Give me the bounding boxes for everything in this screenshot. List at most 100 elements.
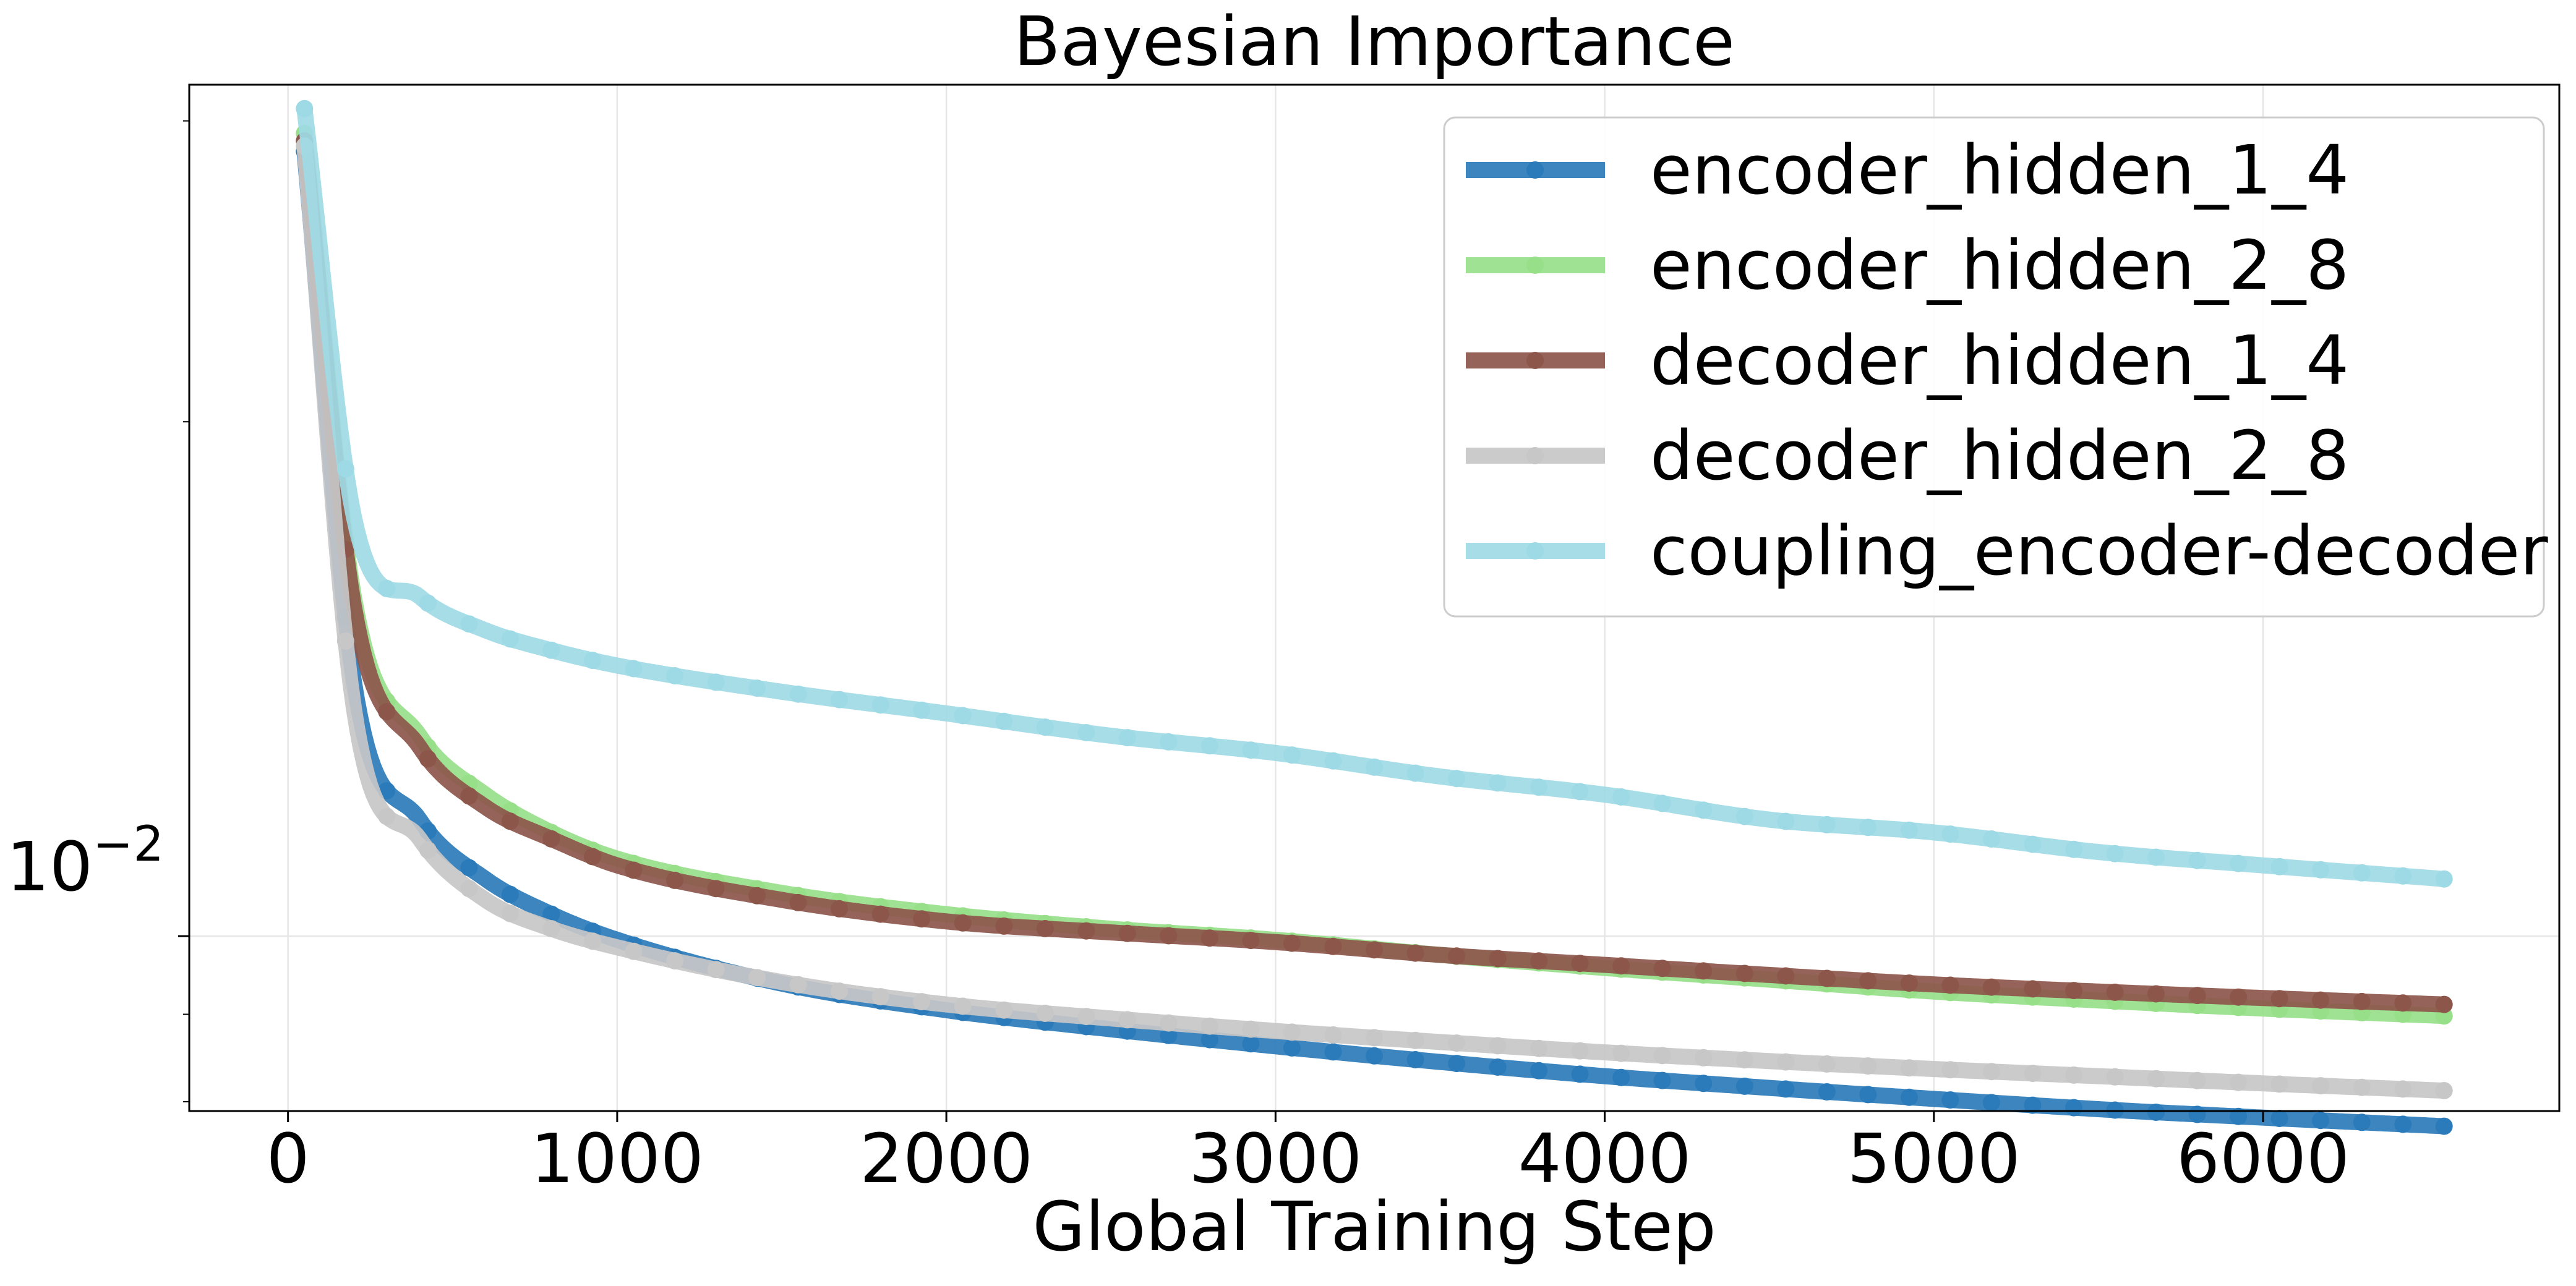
data-point: [296, 100, 314, 117]
data-point: [1406, 944, 1424, 962]
data-point: [2312, 991, 2330, 1009]
data-point: [666, 871, 683, 889]
data-point: [1777, 967, 1795, 985]
data-point: [1612, 788, 1630, 806]
data-point: [542, 905, 560, 923]
data-point: [2188, 987, 2206, 1005]
data-point: [2024, 835, 2042, 853]
data-point: [1777, 1080, 1795, 1098]
data-point: [1818, 815, 1836, 833]
data-point: [2147, 1104, 2165, 1121]
data-point: [2065, 1099, 2082, 1117]
data-point: [1900, 821, 1918, 839]
data-point: [1200, 929, 1218, 947]
data-point: [748, 887, 766, 905]
data-point: [1406, 1031, 1424, 1049]
data-point: [1489, 1058, 1507, 1076]
series-decoder_hidden_1_4: [296, 132, 2453, 1013]
data-point: [1941, 1061, 1959, 1079]
data-point: [1859, 1057, 1877, 1075]
data-point: [1200, 1017, 1218, 1035]
data-point: [501, 905, 519, 922]
data-point: [1448, 1034, 1466, 1052]
data-point: [1530, 1062, 1548, 1079]
data-point: [625, 660, 643, 678]
legend-box: [1443, 116, 2545, 618]
data-point: [1612, 1068, 1630, 1086]
data-point: [995, 712, 1013, 730]
data-point: [1324, 752, 1342, 770]
data-point: [460, 615, 478, 633]
data-point: [666, 667, 683, 684]
data-point: [2106, 1068, 2124, 1086]
data-point: [1859, 972, 1877, 990]
data-point: [419, 750, 437, 768]
data-point: [995, 917, 1013, 935]
legend-marker: [1526, 161, 1544, 179]
data-point: [1982, 1063, 2000, 1081]
data-point: [1695, 1075, 1713, 1092]
data-point: [2270, 990, 2288, 1008]
data-point: [542, 641, 560, 659]
x-tick-label: 3000: [1189, 1119, 1362, 1198]
data-point: [1777, 812, 1795, 830]
data-point: [2270, 858, 2288, 875]
data-point: [2106, 845, 2124, 862]
data-point: [1200, 737, 1218, 755]
data-point: [2024, 980, 2042, 998]
data-point: [1366, 1029, 1383, 1047]
data-point: [2435, 870, 2453, 888]
x-tick-label: 0: [267, 1119, 310, 1198]
data-point: [1900, 1088, 1918, 1106]
data-point: [501, 630, 519, 648]
data-point: [1489, 774, 1507, 792]
legend-entry-coupling_encoder-decoder: coupling_encoder-decoder: [1466, 511, 2548, 590]
data-point: [584, 932, 601, 950]
data-point: [1077, 922, 1095, 940]
data-point: [1941, 825, 1959, 843]
data-point: [1118, 924, 1136, 942]
data-point: [2435, 1117, 2453, 1135]
legend-marker: [1526, 447, 1544, 464]
legend-marker: [1526, 257, 1544, 274]
data-point: [1695, 801, 1713, 819]
data-point: [460, 859, 478, 877]
data-point: [419, 594, 437, 612]
x-tick-label: 4000: [1518, 1119, 1692, 1198]
data-point: [542, 830, 560, 848]
data-point: [1695, 962, 1713, 980]
data-point: [460, 787, 478, 805]
data-point: [1612, 957, 1630, 975]
data-point: [1448, 1055, 1466, 1073]
data-point: [460, 880, 478, 898]
data-point: [1612, 1044, 1630, 1062]
series-lines: [296, 100, 2453, 1135]
data-point: [1941, 1091, 1959, 1109]
data-point: [2353, 1078, 2371, 1096]
data-point: [1982, 1094, 2000, 1112]
legend-entry-decoder_hidden_2_8: decoder_hidden_2_8: [1466, 416, 2349, 495]
data-point: [1571, 1042, 1589, 1060]
legend-label: encoder_hidden_2_8: [1650, 226, 2349, 305]
data-point: [2147, 985, 2165, 1003]
data-point: [1653, 794, 1671, 812]
series-coupling_encoder-decoder: [296, 100, 2453, 888]
data-point: [1283, 934, 1301, 952]
data-point: [831, 982, 849, 1000]
y-tick-label: 10−2: [6, 817, 164, 906]
data-point: [2230, 854, 2248, 872]
x-tick-label: 5000: [1847, 1119, 2021, 1198]
data-point: [913, 993, 931, 1011]
data-point: [1160, 733, 1178, 751]
data-point: [1118, 1011, 1136, 1029]
data-point: [1036, 920, 1054, 937]
data-point: [1695, 1049, 1713, 1067]
data-point: [2024, 1096, 2042, 1114]
data-point: [2435, 995, 2453, 1013]
data-point: [2353, 1114, 2371, 1131]
data-point: [1818, 1055, 1836, 1073]
data-point: [2147, 1070, 2165, 1088]
data-point: [1160, 1014, 1178, 1032]
data-point: [2353, 992, 2371, 1010]
x-tick-label: 2000: [860, 1119, 1033, 1198]
